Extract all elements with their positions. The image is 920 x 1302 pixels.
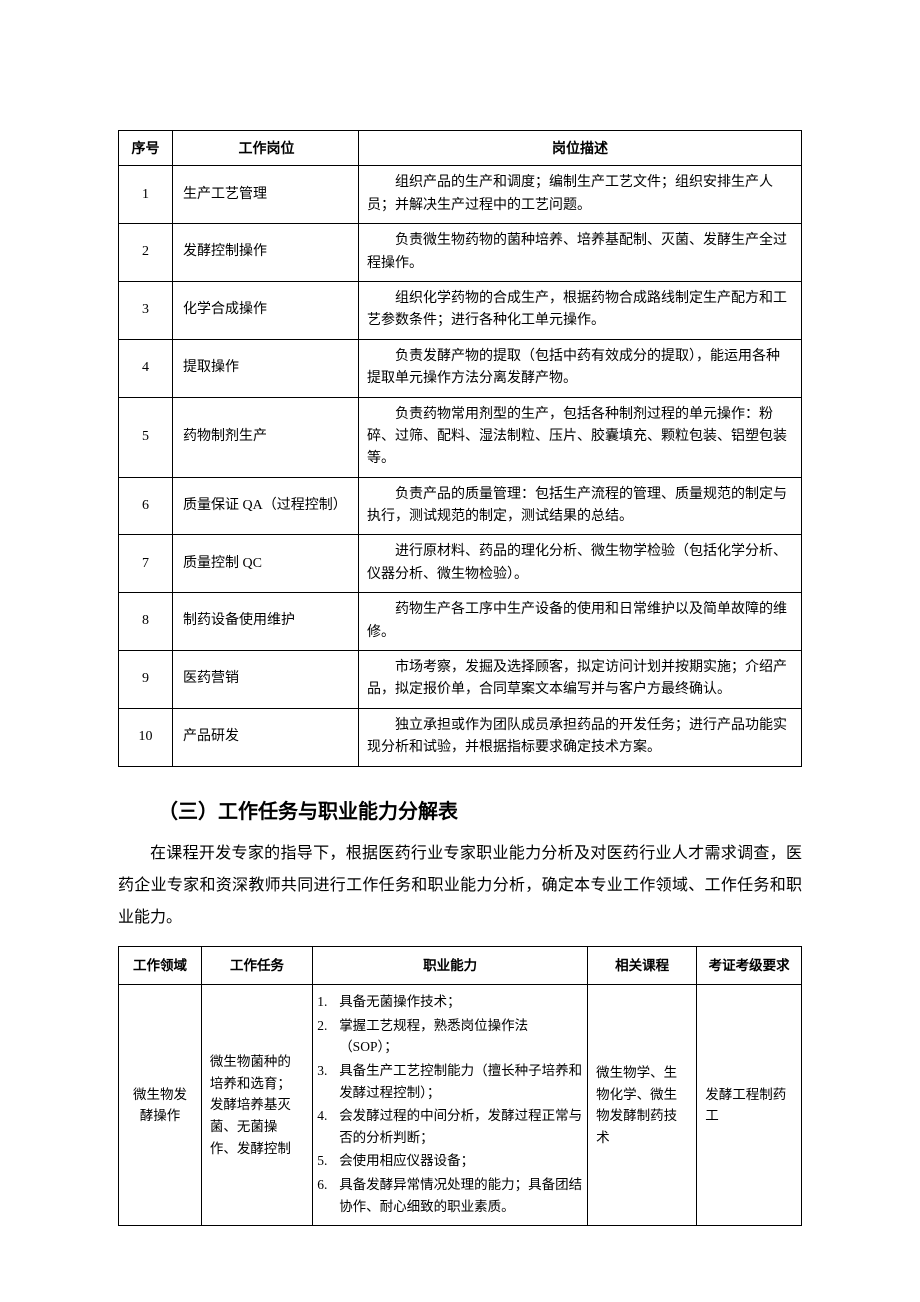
- cell-desc: 市场考察，发掘及选择顾客，拟定访问计划并按期实施；介绍产品，拟定报价单，合同草案…: [359, 651, 802, 709]
- header-course: 相关课程: [588, 946, 697, 985]
- header-skill: 职业能力: [313, 946, 588, 985]
- cell-task: 微生物菌种的培养和选育；发酵培养基灭菌、无菌操作、发酵控制: [201, 985, 312, 1226]
- cell-desc: 组织化学药物的合成生产，根据药物合成路线制定生产配方和工艺参数条件；进行各种化工…: [359, 281, 802, 339]
- cell-domain: 微生物发酵操作: [119, 985, 202, 1226]
- cell-skills: 1. 具备无菌操作技术； 2. 掌握工艺规程，熟悉岗位操作法（SOP）； 3. …: [313, 985, 588, 1226]
- cell-seq: 6: [119, 477, 173, 535]
- cell-desc: 负责发酵产物的提取（包括中药有效成分的提取），能运用各种提取单元操作方法分离发酵…: [359, 339, 802, 397]
- cell-seq: 3: [119, 281, 173, 339]
- skill-text: 掌握工艺规程，熟悉岗位操作法（SOP）；: [339, 1015, 583, 1058]
- cell-desc: 组织产品的生产和调度；编制生产工艺文件；组织安排生产人员；并解决生产过程中的工艺…: [359, 166, 802, 224]
- cell-seq: 2: [119, 224, 173, 282]
- cell-job: 产品研发: [173, 708, 359, 766]
- table-row: 10 产品研发 独立承担或作为团队成员承担药品的开发任务；进行产品功能实现分析和…: [119, 708, 802, 766]
- skill-num: 5.: [317, 1150, 339, 1172]
- cell-desc: 独立承担或作为团队成员承担药品的开发任务；进行产品功能实现分析和试验，并根据指标…: [359, 708, 802, 766]
- skill-text: 会发酵过程的中间分析，发酵过程正常与否的分析判断；: [339, 1105, 583, 1148]
- cell-desc: 负责药物常用剂型的生产，包括各种制剂过程的单元操作：粉碎、过筛、配料、湿法制粒、…: [359, 397, 802, 477]
- header-desc: 岗位描述: [359, 131, 802, 166]
- cell-desc: 负责微生物药物的菌种培养、培养基配制、灭菌、发酵生产全过程操作。: [359, 224, 802, 282]
- cell-seq: 5: [119, 397, 173, 477]
- cell-job: 质量控制 QC: [173, 535, 359, 593]
- cell-desc: 进行原材料、药品的理化分析、微生物学检验（包括化学分析、仪器分析、微生物检验）。: [359, 535, 802, 593]
- section-title: （三）工作任务与职业能力分解表: [118, 795, 802, 824]
- cell-job: 生产工艺管理: [173, 166, 359, 224]
- skill-text: 具备发酵异常情况处理的能力；具备团结协作、耐心细致的职业素质。: [339, 1174, 583, 1217]
- job-position-table: 序号 工作岗位 岗位描述 1 生产工艺管理 组织产品的生产和调度；编制生产工艺文…: [118, 130, 802, 767]
- header-domain: 工作领域: [119, 946, 202, 985]
- table-row: 3 化学合成操作 组织化学药物的合成生产，根据药物合成路线制定生产配方和工艺参数…: [119, 281, 802, 339]
- cell-seq: 8: [119, 593, 173, 651]
- task-ability-table: 工作领域 工作任务 职业能力 相关课程 考证考级要求 微生物发酵操作 微生物菌种…: [118, 946, 802, 1227]
- skill-num: 1.: [317, 991, 339, 1013]
- table-header-row: 工作领域 工作任务 职业能力 相关课程 考证考级要求: [119, 946, 802, 985]
- cell-job: 制药设备使用维护: [173, 593, 359, 651]
- header-task: 工作任务: [201, 946, 312, 985]
- cell-job: 医药营销: [173, 651, 359, 709]
- skill-num: 4.: [317, 1105, 339, 1148]
- table-row: 4 提取操作 负责发酵产物的提取（包括中药有效成分的提取），能运用各种提取单元操…: [119, 339, 802, 397]
- cell-job: 提取操作: [173, 339, 359, 397]
- cell-desc: 药物生产各工序中生产设备的使用和日常维护以及简单故障的维修。: [359, 593, 802, 651]
- cell-seq: 4: [119, 339, 173, 397]
- cell-job: 化学合成操作: [173, 281, 359, 339]
- table-header-row: 序号 工作岗位 岗位描述: [119, 131, 802, 166]
- skill-text: 会使用相应仪器设备；: [339, 1150, 583, 1172]
- table-row: 1 生产工艺管理 组织产品的生产和调度；编制生产工艺文件；组织安排生产人员；并解…: [119, 166, 802, 224]
- skill-item: 5. 会使用相应仪器设备；: [317, 1150, 583, 1172]
- table-row: 7 质量控制 QC 进行原材料、药品的理化分析、微生物学检验（包括化学分析、仪器…: [119, 535, 802, 593]
- skill-item: 2. 掌握工艺规程，熟悉岗位操作法（SOP）；: [317, 1015, 583, 1058]
- skill-num: 6.: [317, 1174, 339, 1217]
- header-seq: 序号: [119, 131, 173, 166]
- section-paragraph: 在课程开发专家的指导下，根据医药行业专家职业能力分析及对医药行业人才需求调查，医…: [118, 838, 802, 934]
- table-row: 8 制药设备使用维护 药物生产各工序中生产设备的使用和日常维护以及简单故障的维修…: [119, 593, 802, 651]
- skill-item: 1. 具备无菌操作技术；: [317, 991, 583, 1013]
- cell-desc: 负责产品的质量管理：包括生产流程的管理、质量规范的制定与执行，测试规范的制定，测…: [359, 477, 802, 535]
- skill-item: 4. 会发酵过程的中间分析，发酵过程正常与否的分析判断；: [317, 1105, 583, 1148]
- skill-item: 3. 具备生产工艺控制能力（擅长种子培养和发酵过程控制）；: [317, 1060, 583, 1103]
- table-row: 6 质量保证 QA（过程控制） 负责产品的质量管理：包括生产流程的管理、质量规范…: [119, 477, 802, 535]
- cell-seq: 10: [119, 708, 173, 766]
- cell-job: 质量保证 QA（过程控制）: [173, 477, 359, 535]
- skill-num: 3.: [317, 1060, 339, 1103]
- table-row: 5 药物制剂生产 负责药物常用剂型的生产，包括各种制剂过程的单元操作：粉碎、过筛…: [119, 397, 802, 477]
- skill-item: 6. 具备发酵异常情况处理的能力；具备团结协作、耐心细致的职业素质。: [317, 1174, 583, 1217]
- table-row: 微生物发酵操作 微生物菌种的培养和选育；发酵培养基灭菌、无菌操作、发酵控制 1.…: [119, 985, 802, 1226]
- skill-text: 具备生产工艺控制能力（擅长种子培养和发酵过程控制）；: [339, 1060, 583, 1103]
- skill-num: 2.: [317, 1015, 339, 1058]
- header-job: 工作岗位: [173, 131, 359, 166]
- header-cert: 考证考级要求: [697, 946, 802, 985]
- cell-job: 药物制剂生产: [173, 397, 359, 477]
- table-row: 9 医药营销 市场考察，发掘及选择顾客，拟定访问计划并按期实施；介绍产品，拟定报…: [119, 651, 802, 709]
- table-row: 2 发酵控制操作 负责微生物药物的菌种培养、培养基配制、灭菌、发酵生产全过程操作…: [119, 224, 802, 282]
- cell-job: 发酵控制操作: [173, 224, 359, 282]
- cell-seq: 9: [119, 651, 173, 709]
- cell-seq: 1: [119, 166, 173, 224]
- cell-seq: 7: [119, 535, 173, 593]
- cell-cert: 发酵工程制药工: [697, 985, 802, 1226]
- cell-course: 微生物学、生物化学、微生物发酵制药技术: [588, 985, 697, 1226]
- skill-text: 具备无菌操作技术；: [339, 991, 583, 1013]
